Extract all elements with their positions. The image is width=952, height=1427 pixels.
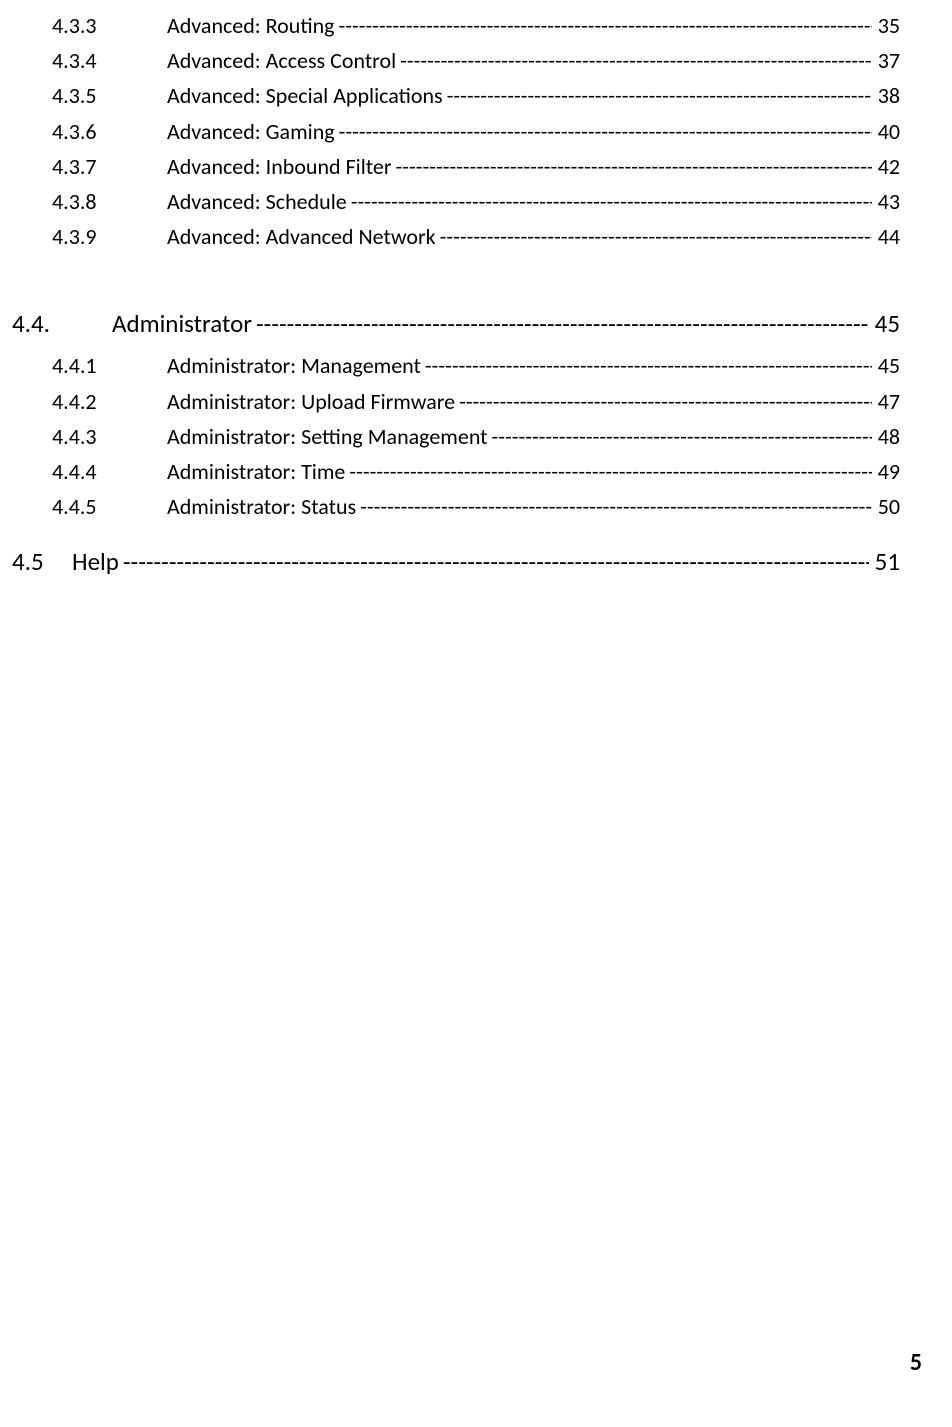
toc-number: 4.4.2 — [52, 384, 167, 419]
toc-title: Administrator: Status — [167, 489, 356, 524]
toc-entry: 4.3.3 Advanced: Routing ----------------… — [52, 8, 900, 43]
toc-entry: 4.4.1 Administrator: Management --------… — [52, 348, 900, 383]
toc-leader: ----------------------------------------… — [425, 348, 872, 383]
toc-number: 4.4.3 — [52, 419, 167, 454]
toc-page: 50 — [874, 489, 900, 524]
toc-number: 4.3.6 — [52, 114, 167, 149]
toc-title: Advanced: Routing — [167, 8, 335, 43]
toc-title: Administrator: Upload Firmware — [167, 384, 455, 419]
toc-title: Advanced: Access Control — [167, 43, 396, 78]
toc-section-heading: 4.4. Administrator ---------------------… — [12, 304, 900, 344]
toc-leader: ----------------------------------------… — [256, 304, 869, 344]
toc-title: Help — [72, 542, 119, 582]
toc-entry: 4.3.5 Advanced: Special Applications ---… — [52, 78, 900, 113]
toc-number: 4.3.4 — [52, 43, 167, 78]
toc-page: 42 — [874, 149, 900, 184]
toc-number: 4.4.1 — [52, 348, 167, 383]
toc-leader: ----------------------------------------… — [339, 114, 872, 149]
toc-title: Advanced: Inbound Filter — [167, 149, 392, 184]
toc-entry: 4.3.6 Advanced: Gaming -----------------… — [52, 114, 900, 149]
toc-entry: 4.4.3 Administrator: Setting Management … — [52, 419, 900, 454]
toc-content: 4.3.3 Advanced: Routing ----------------… — [0, 0, 952, 582]
toc-entry: 4.3.8 Advanced: Schedule ---------------… — [52, 184, 900, 219]
toc-section-heading: 4.5 Help -------------------------------… — [12, 542, 900, 582]
toc-number: 4.3.9 — [52, 219, 167, 254]
toc-page: 38 — [874, 78, 900, 113]
toc-entry: 4.4.4 Administrator: Time --------------… — [52, 454, 900, 489]
toc-page: 40 — [874, 114, 900, 149]
toc-title: Advanced: Gaming — [167, 114, 335, 149]
toc-leader: ----------------------------------------… — [349, 454, 871, 489]
page-number: 5 — [910, 1348, 922, 1377]
toc-page: 51 — [871, 542, 900, 582]
toc-leader: ----------------------------------------… — [123, 542, 869, 582]
toc-entry: 4.3.4 Advanced: Access Control ---------… — [52, 43, 900, 78]
toc-number: 4.3.7 — [52, 149, 167, 184]
toc-leader: ----------------------------------------… — [459, 384, 872, 419]
toc-page: 43 — [874, 184, 900, 219]
toc-title: Administrator: Setting Management — [167, 419, 488, 454]
toc-page: 49 — [874, 454, 900, 489]
toc-entry: 4.3.7 Advanced: Inbound Filter ---------… — [52, 149, 900, 184]
toc-entry: 4.4.5 Administrator: Status ------------… — [52, 489, 900, 524]
toc-page: 44 — [874, 219, 900, 254]
toc-number: 4.5 — [12, 542, 72, 582]
toc-number: 4.4.4 — [52, 454, 167, 489]
toc-number: 4.3.8 — [52, 184, 167, 219]
toc-number: 4.3.5 — [52, 78, 167, 113]
toc-title: Administrator: Time — [167, 454, 345, 489]
toc-number: 4.3.3 — [52, 8, 167, 43]
toc-entry: 4.4.2 Administrator: Upload Firmware ---… — [52, 384, 900, 419]
toc-leader: ----------------------------------------… — [440, 219, 872, 254]
toc-leader: ----------------------------------------… — [339, 8, 872, 43]
toc-title: Administrator: Management — [167, 348, 421, 383]
toc-page: 37 — [874, 43, 900, 78]
toc-page: 47 — [874, 384, 900, 419]
toc-title: Advanced: Special Applications — [167, 78, 443, 113]
toc-title: Advanced: Schedule — [167, 184, 347, 219]
toc-title: Advanced: Advanced Network — [167, 219, 436, 254]
toc-page: 48 — [874, 419, 900, 454]
toc-entry: 4.3.9 Advanced: Advanced Network -------… — [52, 219, 900, 254]
toc-leader: ----------------------------------------… — [492, 419, 872, 454]
toc-leader: ----------------------------------------… — [400, 43, 872, 78]
toc-leader: ----------------------------------------… — [360, 489, 872, 524]
toc-leader: ----------------------------------------… — [396, 149, 872, 184]
toc-leader: ----------------------------------------… — [447, 78, 872, 113]
toc-page: 35 — [874, 8, 900, 43]
toc-number: 4.4.5 — [52, 489, 167, 524]
toc-leader: ----------------------------------------… — [351, 184, 872, 219]
toc-number: 4.4. — [12, 304, 112, 344]
toc-page: 45 — [871, 304, 900, 344]
toc-title: Administrator — [112, 304, 252, 344]
toc-page: 45 — [874, 348, 900, 383]
